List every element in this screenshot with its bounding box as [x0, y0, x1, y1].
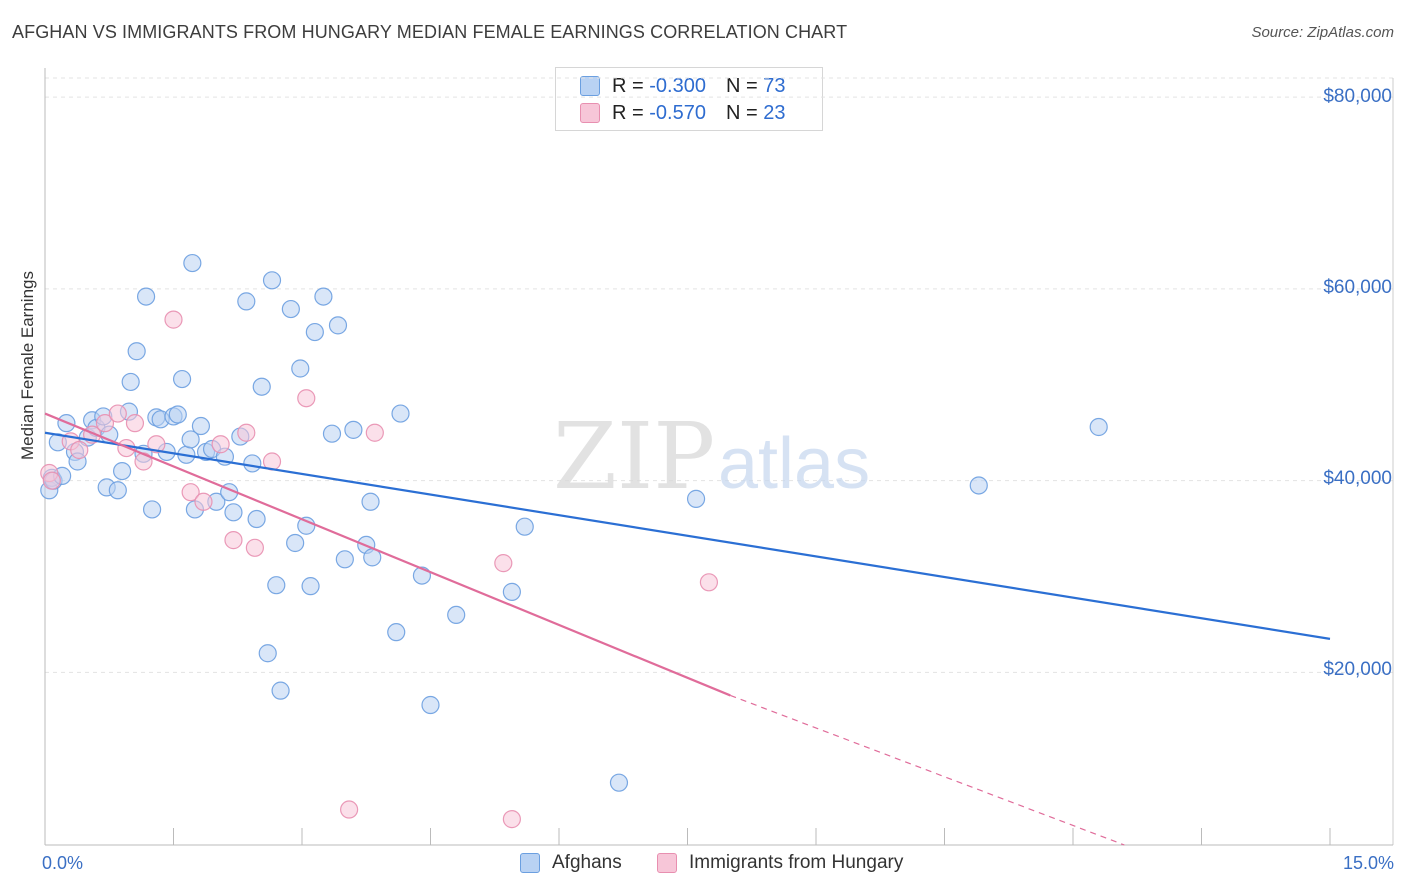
hungary-point: [194, 492, 213, 511]
hungary-point: [125, 414, 145, 433]
hungary-trend-extension: [730, 694, 1125, 846]
hungary-trend-line: [44, 412, 731, 697]
afghans-point: [609, 773, 629, 792]
afghans-point: [305, 322, 324, 342]
bottom-legend-hungary: Immigrants from Hungary: [657, 852, 903, 874]
afghans-point: [286, 533, 305, 553]
afghans-point: [237, 292, 256, 311]
afghans-point: [183, 253, 202, 273]
afghans-point: [181, 430, 200, 449]
hungary-point: [211, 435, 230, 454]
legend-swatch-afghans: [580, 76, 600, 96]
bottom-legend-label-hungary: Immigrants from Hungary: [689, 852, 904, 873]
x-tick-label-max: 15.0%: [1342, 853, 1394, 873]
bottom-legend-label-afghans: Afghans: [552, 852, 622, 873]
n-value-afghans: 73: [763, 74, 786, 97]
r-label: R =: [612, 101, 644, 124]
afghans-point: [502, 582, 521, 601]
afghans-point: [291, 359, 310, 378]
afghans-point: [322, 424, 342, 443]
hungary-point: [340, 800, 359, 819]
legend-row-afghans: R = -0.300 N = 73: [580, 73, 785, 99]
afghans-point: [121, 372, 140, 392]
afghans-point: [136, 287, 156, 306]
afghans-point: [142, 500, 162, 519]
afghans-point: [314, 287, 333, 306]
legend-swatch-hungary: [580, 103, 600, 123]
afghans-point: [127, 342, 146, 361]
y-axis-label: Median Female Earnings: [18, 271, 37, 460]
afghans-point: [112, 461, 132, 481]
afghans-point: [224, 503, 243, 522]
afghans-point: [271, 681, 290, 700]
hungary-point: [297, 389, 316, 408]
hungary-point: [237, 423, 256, 442]
afghans-point: [108, 481, 127, 500]
n-value-hungary: 23: [763, 101, 786, 124]
watermark-atlas: atlas: [718, 424, 870, 504]
afghans-point: [301, 577, 320, 596]
hungary-point: [494, 554, 513, 573]
n-label: N =: [725, 74, 758, 97]
afghans-point: [335, 550, 354, 569]
watermark-zip: ZIP: [553, 403, 715, 510]
bottom-legend-swatch-hungary: [657, 853, 677, 873]
hungary-point: [164, 310, 183, 329]
hungary-point: [699, 573, 719, 592]
r-value-hungary: -0.570: [649, 101, 706, 124]
afghans-point: [258, 644, 277, 663]
y-tick-label-40000: $40,000: [1323, 468, 1392, 489]
hungary-point: [42, 471, 61, 490]
y-tick-label-60000: $60,000: [1323, 277, 1392, 298]
hungary-point: [245, 538, 264, 557]
y-tick-label-80000: $80,000: [1323, 86, 1392, 107]
afghans-point: [191, 416, 211, 436]
hungary-point: [181, 483, 200, 502]
bottom-legend-afghans: Afghans: [520, 852, 622, 874]
n-label: N =: [725, 101, 758, 124]
afghans-point: [297, 516, 316, 535]
hungary-point: [224, 531, 243, 550]
afghans-trend-line: [44, 431, 1331, 640]
afghans-point: [281, 299, 300, 319]
afghans-point: [344, 420, 363, 439]
bottom-legend-swatch-afghans: [520, 853, 540, 873]
source-credit: Source: ZipAtlas.com: [1251, 24, 1394, 41]
afghans-point: [247, 509, 266, 529]
afghans-point: [267, 576, 286, 595]
legend-row-hungary: R = -0.570 N = 23: [580, 100, 785, 126]
afghans-point: [969, 476, 988, 495]
afghans-point: [686, 489, 706, 508]
x-tick-label-min: 0.0%: [42, 853, 84, 873]
afghans-point: [391, 404, 410, 423]
hungary-point: [108, 404, 127, 423]
hungary-point: [95, 414, 115, 433]
r-label: R =: [612, 74, 644, 97]
y-tick-label-20000: $20,000: [1323, 659, 1392, 680]
afghans-point: [515, 517, 534, 536]
afghans-point: [168, 405, 187, 424]
afghans-point: [1089, 417, 1108, 437]
afghans-point: [243, 454, 262, 473]
chart-title: AFGHAN VS IMMIGRANTS FROM HUNGARY MEDIAN…: [12, 22, 848, 42]
r-value-afghans: -0.300: [649, 74, 706, 97]
hungary-point: [365, 423, 384, 442]
hungary-point: [147, 435, 166, 454]
hungary-point: [70, 440, 89, 460]
afghans-point: [252, 377, 271, 396]
afghans-point: [262, 271, 282, 290]
afghans-point: [328, 316, 348, 335]
afghans-point: [172, 369, 192, 389]
hungary-point: [502, 810, 521, 829]
afghans-point: [361, 492, 380, 511]
afghans-point: [447, 605, 466, 625]
afghans-point: [387, 623, 406, 642]
afghans-point: [421, 695, 440, 715]
